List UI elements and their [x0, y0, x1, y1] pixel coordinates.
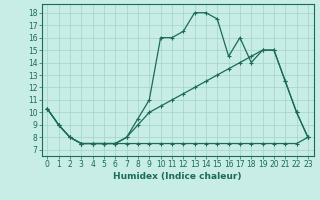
- X-axis label: Humidex (Indice chaleur): Humidex (Indice chaleur): [113, 172, 242, 181]
